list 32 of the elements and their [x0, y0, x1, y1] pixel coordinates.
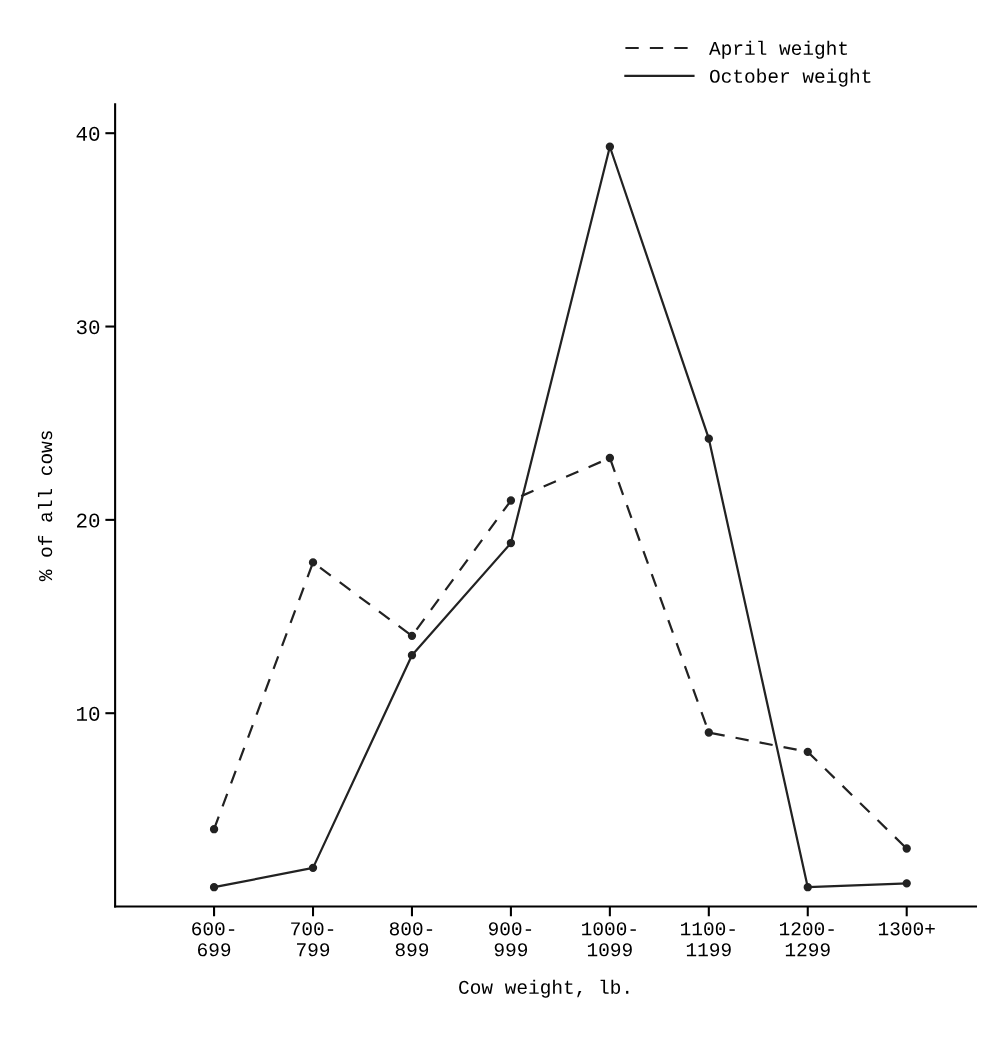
x-tick-label: 700- 799 [291, 922, 334, 957]
legend-label: April weight [709, 40, 848, 59]
x-tick-label: 1200- 1299 [779, 922, 834, 957]
point [209, 883, 219, 892]
legend-label: October weight [709, 68, 871, 87]
y-tick-label: 30 [76, 320, 100, 335]
y-axis-title: % of all cows [37, 431, 53, 582]
x-axis-title: Cow weight, lb. [459, 979, 629, 998]
x-tick-label: 600- 699 [192, 922, 235, 957]
x-tick-label: 1300+ [878, 922, 935, 936]
point [605, 453, 615, 463]
point [506, 538, 516, 548]
point [605, 142, 615, 151]
point [704, 728, 713, 737]
x-tick-label: 900- 999 [488, 922, 532, 957]
point [803, 747, 812, 757]
point [308, 863, 318, 873]
y-tick-label: 10 [77, 706, 100, 721]
y-tick-label: 20 [76, 513, 100, 528]
point [704, 434, 713, 443]
point [308, 558, 318, 567]
x-tick-label: 800- 899 [389, 922, 433, 957]
point [902, 879, 911, 888]
point [209, 825, 219, 834]
point [407, 651, 417, 660]
point [506, 496, 516, 505]
point [902, 844, 911, 853]
y-tick-label: 40 [76, 126, 100, 141]
x-tick-label: 1000- 1099 [582, 922, 636, 957]
point [803, 883, 812, 892]
point [407, 631, 417, 641]
x-tick-label: 1100- 1199 [681, 922, 735, 957]
